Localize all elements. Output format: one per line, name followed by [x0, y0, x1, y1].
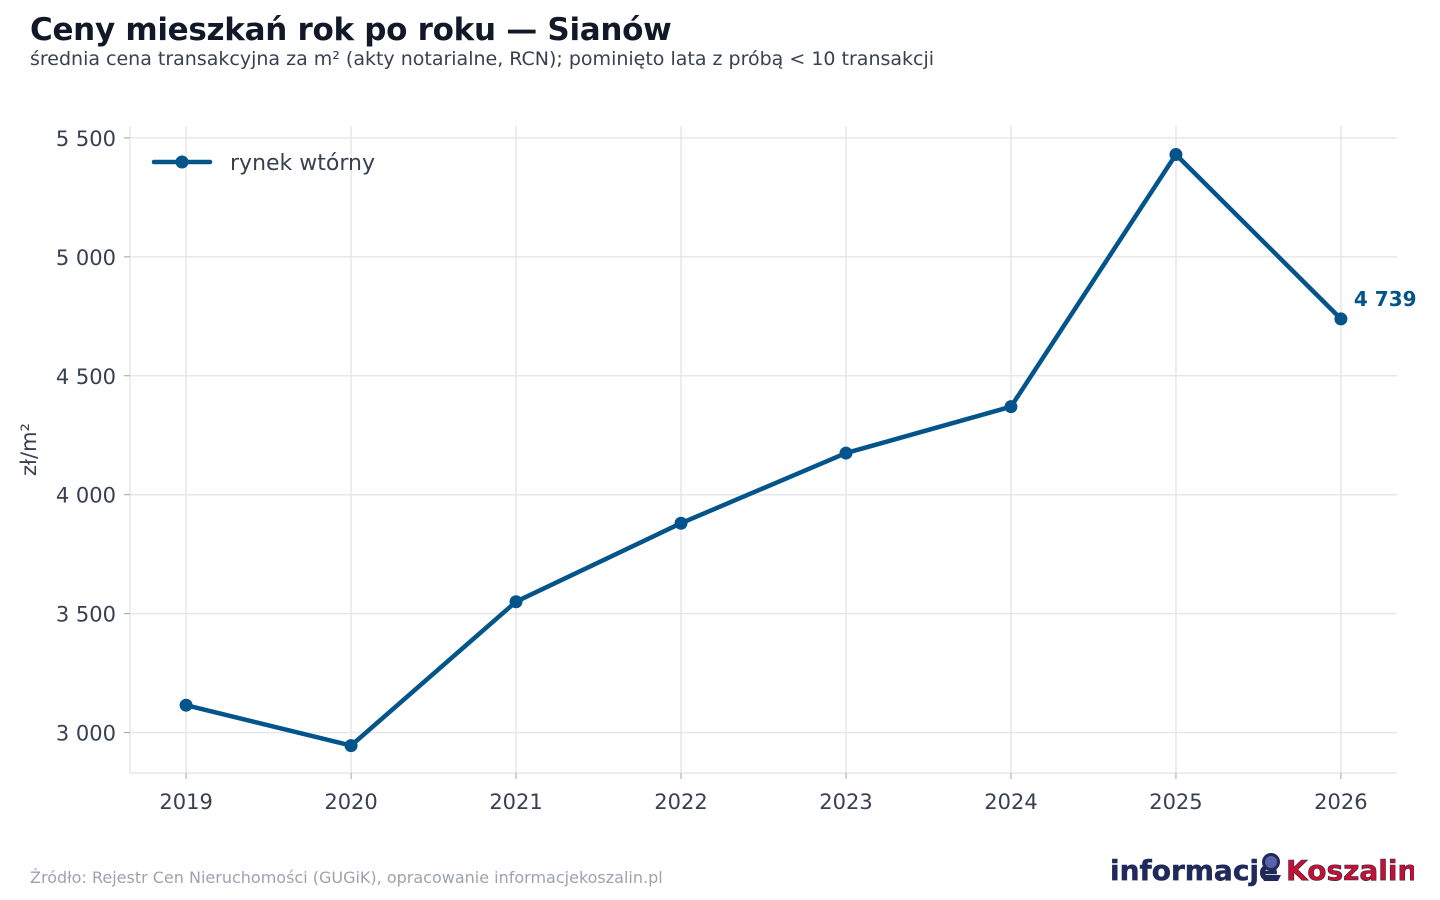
x-tick-label: 2019 — [159, 790, 212, 814]
y-tick-label: 4 500 — [56, 365, 116, 389]
x-tick-label: 2021 — [489, 790, 542, 814]
data-point — [1004, 400, 1018, 414]
data-point — [509, 595, 523, 609]
x-tick-label: 2026 — [1314, 790, 1367, 814]
logo-text-koszalin: Koszalin — [1286, 854, 1414, 887]
y-tick-label: 4 000 — [56, 484, 116, 508]
legend-label: rynek wtórny — [230, 151, 375, 176]
legend-marker — [175, 155, 189, 169]
data-label: 4 739 — [1354, 287, 1417, 311]
x-tick-label: 2023 — [819, 790, 872, 814]
chart-title: Ceny mieszkań rok po roku — Sianów — [30, 12, 672, 48]
data-point — [839, 446, 853, 460]
chart-subtitle: średnia cena transakcyjna za m² (akty no… — [30, 48, 935, 70]
x-tick-label: 2024 — [984, 790, 1037, 814]
data-point — [1334, 312, 1348, 326]
y-tick-label: 5 500 — [56, 127, 116, 151]
x-tick-label: 2022 — [654, 790, 707, 814]
data-point — [344, 739, 358, 753]
y-axis-label: zł/m² — [17, 423, 41, 476]
brand-logo: informacje Koszalin — [1110, 853, 1414, 887]
x-tick-label: 2020 — [324, 790, 377, 814]
y-tick-label: 3 500 — [56, 603, 116, 627]
data-point — [179, 698, 193, 712]
series-line — [183, 152, 1344, 748]
eagle-emblem-icon — [1261, 853, 1281, 881]
data-point — [1169, 148, 1183, 162]
y-tick-label: 3 000 — [56, 722, 116, 746]
source-note: Źródło: Rejestr Cen Nieruchomości (GUGiK… — [30, 868, 663, 887]
data-point — [674, 516, 688, 530]
y-tick-label: 5 000 — [56, 246, 116, 270]
x-tick-label: 2025 — [1149, 790, 1202, 814]
logo-text-informacje: informacje — [1110, 854, 1278, 887]
